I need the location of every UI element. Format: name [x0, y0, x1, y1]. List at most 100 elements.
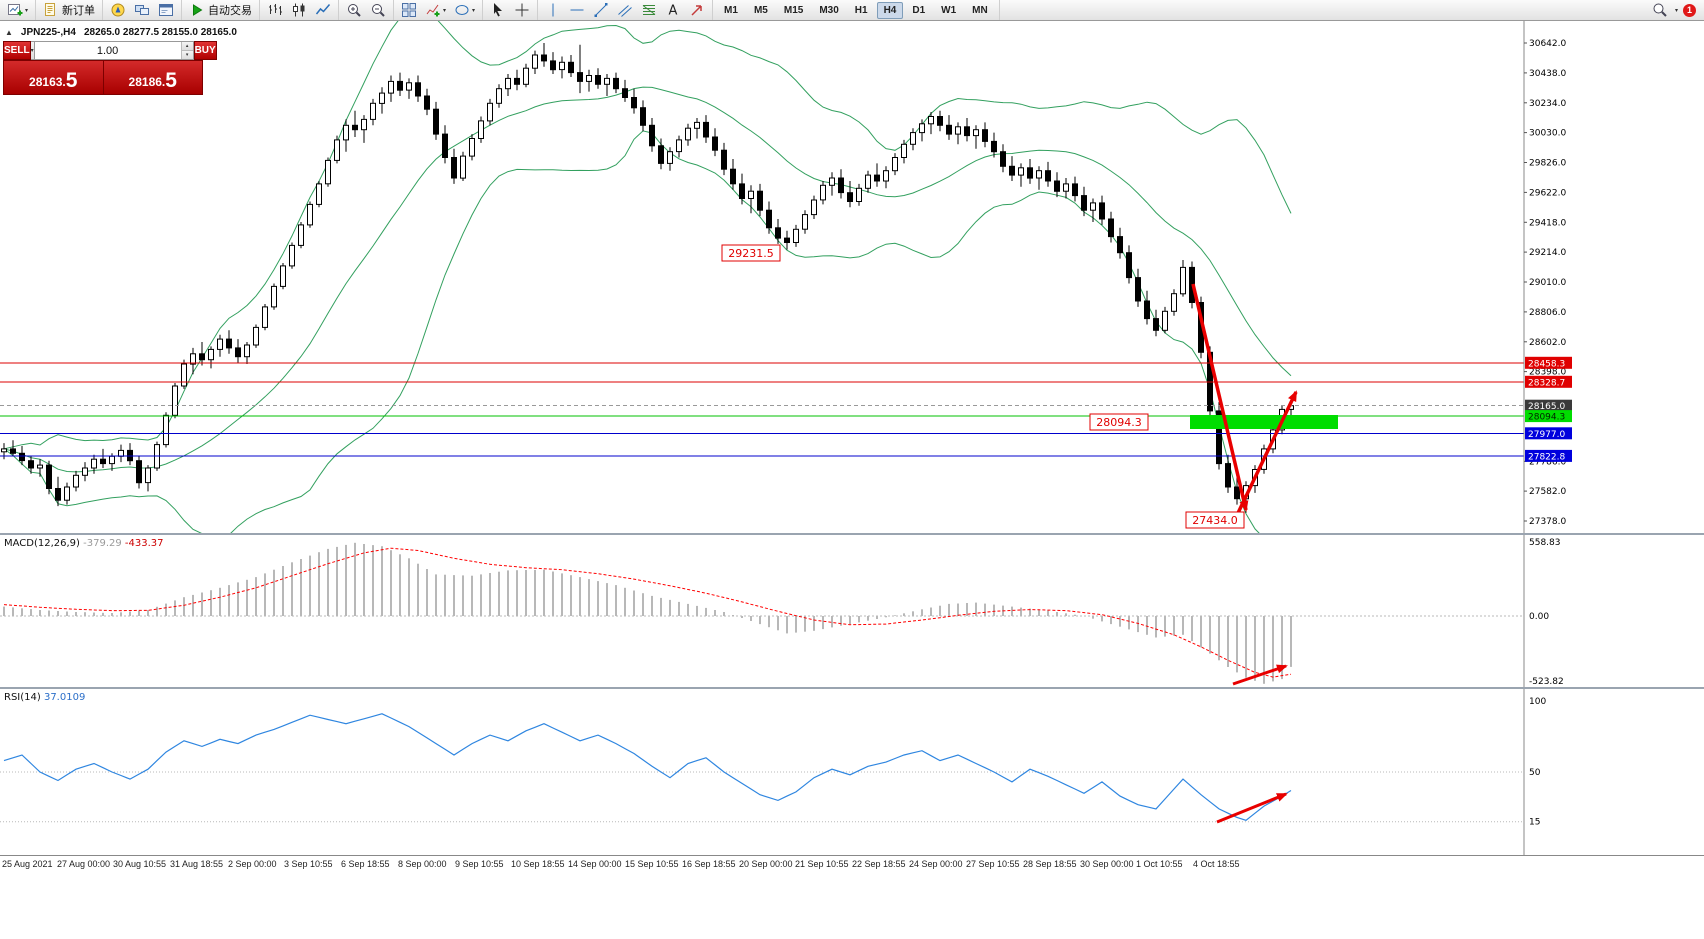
svg-text:28328.7: 28328.7 [1528, 378, 1565, 388]
chart-title: ▲ JPN225-,H4 28265.0 28277.5 28155.0 281… [5, 27, 237, 38]
timeframe-m15[interactable]: M15 [783, 4, 804, 16]
macd-label: MACD(12,26,9) -379.29 -433.37 [4, 538, 164, 549]
trend-arrow[interactable] [1236, 390, 1298, 514]
rsi-panel[interactable]: 100 50 15 RSI(14) 37.0109 [0, 689, 1704, 855]
equidistant-channel-icon [617, 2, 633, 18]
svg-text:28806.0: 28806.0 [1529, 308, 1566, 318]
time-label: 21 Sep 10:55 [795, 859, 849, 869]
buy-button[interactable]: BUY [193, 41, 217, 60]
macd-panel[interactable]: 558.83 0.00 -523.82 MACD(12,26,9) -379.29 -… [0, 535, 1704, 687]
svg-text:0.00: 0.00 [1529, 612, 1549, 622]
timeframe-m5[interactable]: M5 [753, 4, 768, 16]
volume-down-icon[interactable]: ▾ [181, 50, 193, 59]
cursor-button[interactable] [487, 0, 509, 20]
data-window-button[interactable] [155, 0, 177, 20]
price-axis: 30642.0 30438.0 30234.0 30030.0 29826.0 29622… [1523, 20, 1572, 533]
price-label-box[interactable]: 29231.5 [721, 244, 781, 262]
time-label: 25 Aug 2021 [2, 859, 53, 869]
volume-input[interactable] [34, 42, 181, 59]
new-chart-button[interactable]: ▾ [4, 0, 31, 20]
timeframe-h4[interactable]: H4 [876, 1, 904, 19]
panel-separator[interactable] [0, 687, 1704, 689]
mql-community-button[interactable] [107, 0, 129, 20]
dropdown-caret-icon: ▾ [25, 7, 29, 14]
indicators-list-button[interactable]: ▾ [422, 0, 449, 20]
toolbar-group: A [538, 0, 714, 20]
one-click-toggle-icon[interactable]: ▲ [5, 28, 13, 37]
bollinger-bands [3, 20, 1292, 533]
time-label: 1 Oct 10:55 [1136, 859, 1183, 869]
svg-text:28165.0: 28165.0 [1528, 402, 1565, 412]
search-icon[interactable] [1652, 2, 1668, 18]
timeframe-w1[interactable]: W1 [941, 4, 957, 16]
buy-price-button[interactable]: 28186. 5 [103, 60, 203, 95]
price-chart[interactable]: 29231.5 28094.3 27434.0 30642.0 30438.0 30234… [0, 20, 1704, 533]
rsi-arrow[interactable] [1216, 792, 1288, 824]
trendline-button[interactable] [590, 0, 612, 20]
svg-text:29418.0: 29418.0 [1529, 218, 1566, 228]
auto-trading-icon [189, 2, 205, 18]
green-zone-rectangle[interactable] [1190, 415, 1338, 429]
candles-layer [1, 43, 1294, 513]
sell-dropdown-icon[interactable]: ▾ [30, 41, 35, 60]
time-label: 9 Sep 10:55 [455, 859, 504, 869]
svg-text:28458.3: 28458.3 [1528, 359, 1565, 369]
chart-profiles-button[interactable] [131, 0, 153, 20]
sell-price-button[interactable]: 28163. 5 [3, 60, 104, 95]
svg-text:28602.0: 28602.0 [1529, 338, 1566, 348]
zoom-in-button[interactable] [343, 0, 365, 20]
auto-trading-button[interactable]: 自动交易 [186, 0, 255, 20]
auto-trading-label: 自动交易 [208, 5, 253, 17]
sell-button[interactable]: SELL [3, 41, 31, 60]
zoom-out-button[interactable] [367, 0, 389, 20]
tile-windows-button[interactable] [398, 0, 420, 20]
toolbar-group: ▾ [0, 0, 37, 20]
tile-windows-icon [401, 2, 417, 18]
panel-separator[interactable] [0, 533, 1704, 535]
new-order-label: 新订单 [62, 5, 96, 17]
chart-bars-button[interactable] [264, 0, 286, 20]
new-order-button[interactable]: 新订单 [40, 0, 98, 20]
macd-arrow[interactable] [1232, 664, 1288, 686]
crosshair-button[interactable] [511, 0, 533, 20]
chart-candlesticks-button[interactable] [288, 0, 310, 20]
time-label: 15 Sep 10:55 [625, 859, 679, 869]
sell-price-text: 28163. [29, 75, 66, 89]
horizontal-line-icon [569, 2, 585, 18]
chart-line-button[interactable] [312, 0, 334, 20]
text-label-button[interactable]: A [662, 0, 684, 20]
chart-bars-icon [267, 2, 283, 18]
vertical-line-button[interactable] [542, 0, 564, 20]
arrow-object-button[interactable] [686, 0, 708, 20]
svg-text:30030.0: 30030.0 [1529, 129, 1566, 139]
trend-arrow[interactable] [1191, 283, 1249, 512]
timeframe-m1[interactable]: M1 [724, 4, 738, 16]
time-label: 8 Sep 00:00 [398, 859, 447, 869]
horizontal-line-button[interactable] [566, 0, 588, 20]
svg-text:28094.3: 28094.3 [1528, 413, 1565, 423]
objects-list-button[interactable]: ▾ [451, 0, 478, 20]
timeframe-m30[interactable]: M30 [819, 4, 839, 16]
price-tag: 27977.0 [1525, 427, 1572, 440]
sell-price-big-digit: 5 [65, 69, 78, 92]
notification-badge[interactable]: 1 [1683, 3, 1696, 17]
timeframe-mn[interactable]: MN [972, 4, 988, 16]
timeframe-h1[interactable]: H1 [854, 4, 868, 16]
svg-text:29010.0: 29010.0 [1529, 278, 1566, 288]
fibonacci-retracement-button[interactable] [638, 0, 660, 20]
price-tag: 28094.3 [1525, 410, 1572, 423]
price-label-box[interactable]: 27434.0 [1185, 511, 1245, 529]
new-chart-icon [7, 2, 23, 18]
time-label: 22 Sep 18:55 [852, 859, 906, 869]
time-axis: 25 Aug 2021 27 Aug 00:00 30 Aug 10:55 31 Au… [0, 855, 1704, 874]
macd-signal-line [3, 547, 1292, 678]
price-tag: 28458.3 [1525, 356, 1572, 369]
zoom-out-icon [370, 2, 386, 18]
svg-text:27434.0: 27434.0 [1192, 514, 1238, 527]
timeframe-d1[interactable]: D1 [912, 4, 926, 16]
equidistant-channel-button[interactable] [614, 0, 636, 20]
time-label: 30 Aug 10:55 [113, 859, 167, 869]
toolbar-group: 自动交易 [182, 0, 261, 20]
price-label-box[interactable]: 28094.3 [1089, 413, 1149, 431]
volume-up-icon[interactable]: ▴ [181, 42, 193, 50]
